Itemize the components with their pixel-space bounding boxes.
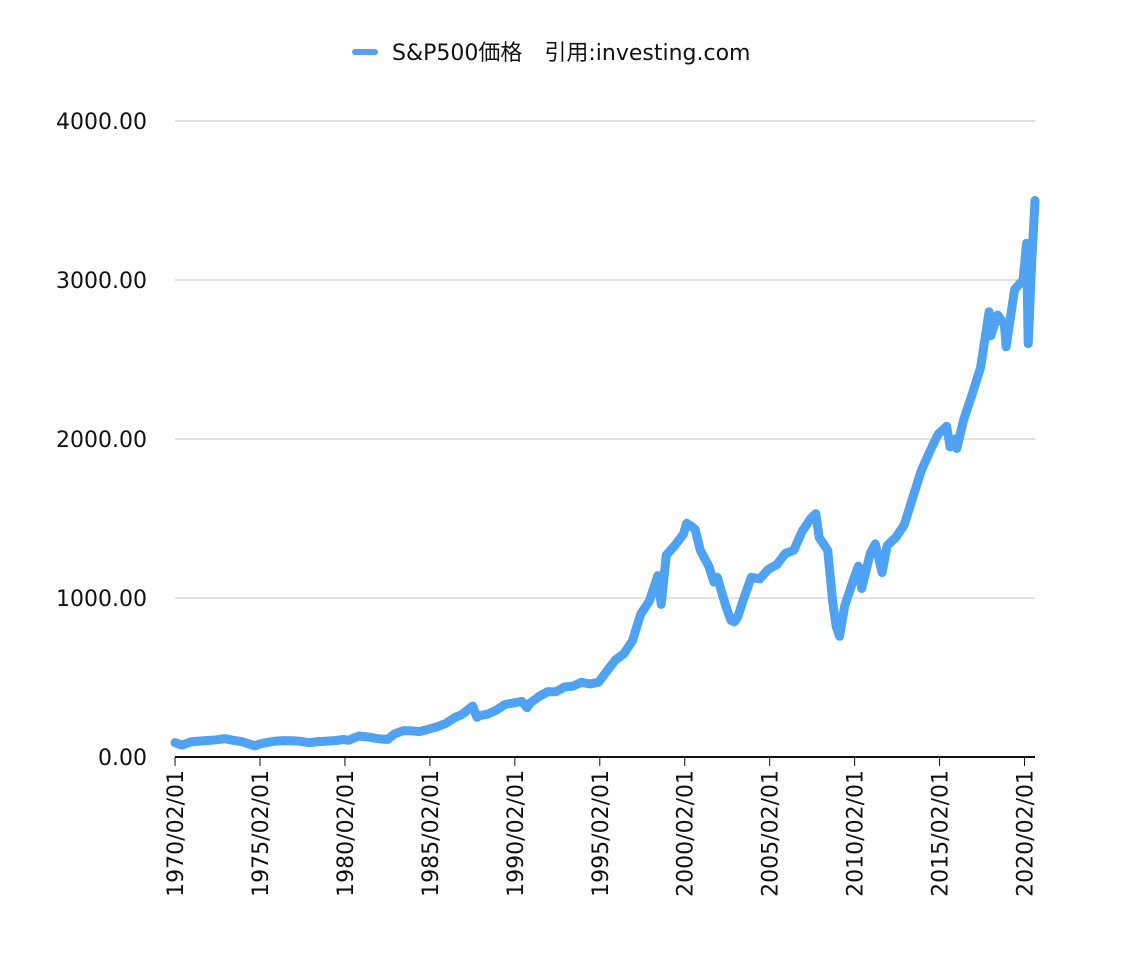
- x-tick-label: 1970/02/01: [164, 770, 189, 897]
- y-tick-label: 0.00: [98, 746, 147, 771]
- y-tick-label: 1000.00: [56, 587, 147, 612]
- y-tick-label: 3000.00: [56, 269, 147, 294]
- legend: S&P500価格 引用:investing.com: [352, 41, 751, 66]
- x-tick-label: 1980/02/01: [334, 770, 359, 897]
- x-tick-label: 2015/02/01: [929, 770, 954, 897]
- x-axis-ticks: 1970/02/01 1975/02/01 1980/02/01 1985/02/01…: [164, 757, 1039, 897]
- x-tick-label: 1995/02/01: [589, 770, 614, 897]
- x-tick-label: 2005/02/01: [759, 770, 784, 897]
- y-axis-ticks: 0.00 1000.00 2000.00 3000.00 4000.00: [56, 110, 147, 771]
- x-tick-label: 1975/02/01: [249, 770, 274, 897]
- x-tick-label: 1985/02/01: [419, 770, 444, 897]
- legend-label: S&P500価格 引用:investing.com: [392, 41, 751, 66]
- x-tick-label: 1990/02/01: [504, 770, 529, 897]
- series-line: [170, 196, 1040, 751]
- x-tick-label: 2020/02/01: [1014, 770, 1039, 897]
- y-tick-label: 4000.00: [56, 110, 147, 135]
- x-tick-label: 2010/02/01: [844, 770, 869, 897]
- gridlines: [175, 120, 1035, 599]
- y-tick-label: 2000.00: [56, 428, 147, 453]
- x-tick-label: 2000/02/01: [674, 770, 699, 897]
- series-layer: [170, 196, 1040, 751]
